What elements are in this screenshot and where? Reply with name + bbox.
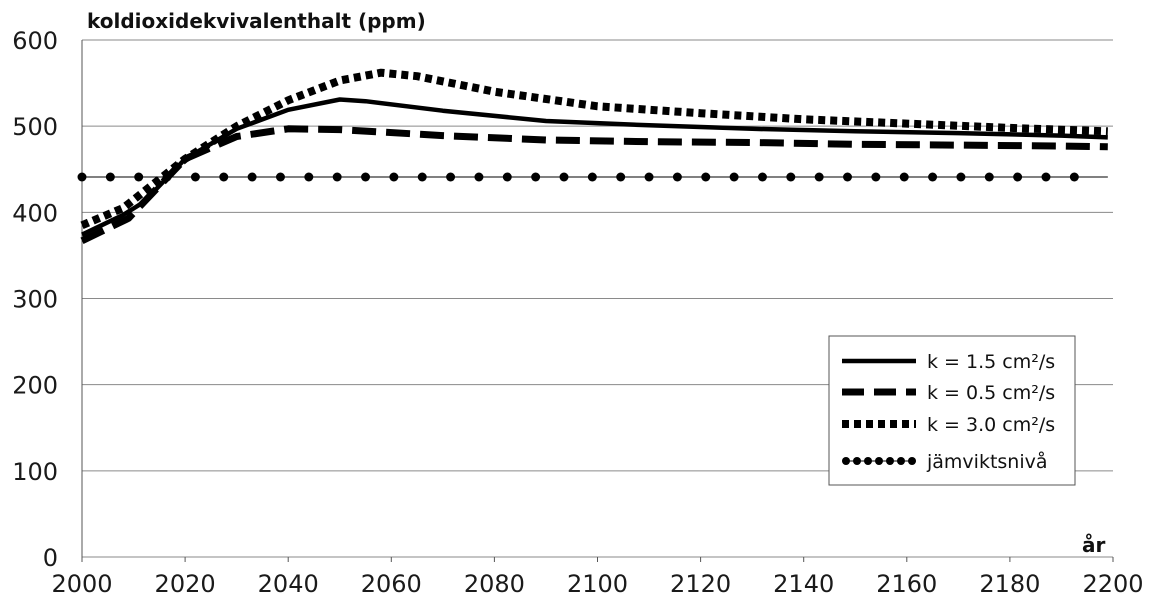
equilibrium-marker [389,172,399,182]
y-axis-title: koldioxidekvivalenthalt (ppm) [87,9,426,33]
legend-swatch-dot [864,457,872,465]
equilibrium-marker [1041,172,1051,182]
y-tick-label: 300 [12,286,58,314]
equilibrium-marker [134,172,144,182]
x-tick-label: 2060 [361,570,422,598]
equilibrium-marker [446,172,456,182]
equilibrium-marker [332,172,342,182]
equilibrium-marker [1069,172,1079,182]
equilibrium-marker [701,172,711,182]
equilibrium-marker [786,172,796,182]
x-tick-label: 2120 [670,570,731,598]
y-tick-label: 200 [12,372,58,400]
x-tick-label: 2140 [773,570,834,598]
gridlines [81,39,1113,558]
equilibrium-marker [247,172,257,182]
legend-label: k = 1.5 cm²/s [927,351,1055,373]
series-line-1 [80,125,1108,244]
equilibrium-marker [502,172,512,182]
x-tick-label: 2080 [464,570,525,598]
legend-swatch-dot [853,457,861,465]
series-line-0 [81,97,1108,237]
legend: k = 1.5 cm²/s k = 0.5 cm²/s k = 3.0 cm²/s j… [828,335,1076,486]
equilibrium-marker [616,172,626,182]
equilibrium-marker [105,172,115,182]
equilibrium-marker [361,172,371,182]
legend-label: jämviktsnivå [926,450,1048,473]
legend-swatch-dot [842,457,850,465]
x-axis-title: år [1082,533,1105,557]
y-tick-label: 400 [12,199,58,227]
legend-swatch-dot [875,457,883,465]
series-line-2 [80,68,1108,229]
x-tick-labels: 2000 2020 2040 2060 2080 2100 2120 2140 2160 2180… [51,557,1144,598]
y-tick-labels: 0 100 200 300 400 500 600 [12,27,58,572]
equilibrium-marker [190,172,200,182]
equilibrium-marker [672,172,682,182]
y-tick-label: 100 [12,458,58,486]
x-tick-label: 2040 [258,570,319,598]
equilibrium-marker [956,172,966,182]
x-tick-label: 2200 [1082,570,1143,598]
equilibrium-marker [275,172,285,182]
x-tick-label: 2160 [876,570,937,598]
equilibrium-marker [729,172,739,182]
equilibrium-marker [417,172,427,182]
equilibrium-marker [1013,172,1023,182]
equilibrium-marker [559,172,569,182]
equilibrium-marker [474,172,484,182]
equilibrium-marker [814,172,824,182]
equilibrium-marker [757,172,767,182]
legend-swatch-dot [897,457,905,465]
equilibrium-marker [531,172,541,182]
y-tick-label: 500 [12,113,58,141]
x-tick-label: 2000 [51,570,112,598]
equilibrium-marker [587,172,597,182]
series-lines [77,68,1108,244]
equilibrium-marker [644,172,654,182]
equilibrium-marker [871,172,881,182]
x-tick-label: 2180 [979,570,1040,598]
equilibrium-marker [162,172,172,182]
equilibrium-marker [928,172,938,182]
legend-swatch-dot [908,457,916,465]
equilibrium-marker [984,172,994,182]
x-tick-label: 2100 [567,570,628,598]
equilibrium-marker [77,172,87,182]
equilibrium-marker [304,172,314,182]
legend-swatch-dot [886,457,894,465]
y-tick-label: 0 [43,544,58,572]
equilibrium-marker [219,172,229,182]
equilibrium-marker [843,172,853,182]
legend-label: k = 3.0 cm²/s [927,414,1055,436]
y-tick-label: 600 [12,27,58,55]
legend-label: k = 0.5 cm²/s [927,382,1055,404]
equilibrium-marker [899,172,909,182]
x-tick-label: 2020 [155,570,216,598]
